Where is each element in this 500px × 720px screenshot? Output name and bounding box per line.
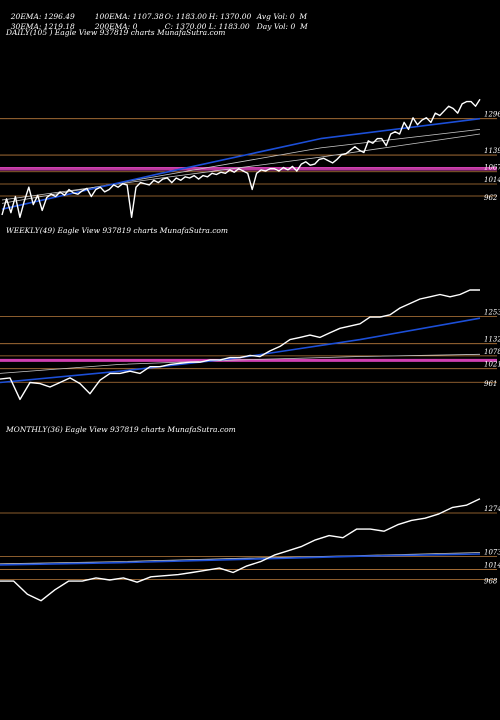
daily-level-label-1296: 1296 [484,111,500,119]
weekly-ema-line-1 [0,317,481,384]
daily-title: DAILY(105 ) Eagle View 937819 charts Mun… [5,28,225,37]
monthly-ema-line-1 [0,553,481,566]
monthly-ema-line-2 [0,552,481,565]
weekly-level-label-1021: 1021 [484,361,500,369]
weekly-level-label-1253: 1253 [484,308,500,316]
daily-level-label-1014: 1014 [484,176,500,184]
weekly-title: WEEKLY(49) Eagle View 937819 charts Muna… [6,226,228,235]
monthly-level-label-1073: 1073 [484,549,500,557]
daily-level-label-1067: 1067 [484,164,500,172]
header-low: L: 1183.00 [208,22,250,31]
header-30ema: 30EMA: 1219.18 [10,22,75,31]
header-open: O: 1183.00 [164,12,207,21]
daily-level-label-1139: 1139 [484,147,500,155]
monthly-level-label-1014: 1014 [484,561,500,569]
daily-ema-line-2 [1,129,481,204]
daily-price-line [1,98,481,219]
daily-level-label-962: 962 [484,194,498,202]
monthly-price-line [0,498,481,602]
monthly-title: MONTHLY(36) Eagle View 937819 charts Mun… [5,425,236,434]
header-avg-vol: Avg Vol: 0 M [256,12,308,21]
weekly-price-line [0,289,480,401]
header-day-vol: Day Vol: 0 M [256,22,308,31]
header-100ema: 100EMA: 1107.38 [94,12,164,21]
weekly-level-label-1132: 1132 [484,336,500,344]
weekly-level-label-961: 961 [484,380,497,388]
header-close: C: 1370.00 [164,22,207,31]
header-high: H: 1370.00 [208,12,252,21]
monthly-level-label-1274: 1274 [484,505,500,513]
weekly-ema-line-2 [0,353,481,374]
daily-ema-line-3 [1,133,481,201]
header-200ema: 200EMA: 0 [94,22,138,31]
header-20ema: 20EMA: 1296.49 [10,12,75,21]
monthly-level-label-968: 968 [484,577,498,585]
weekly-level-label-1078: 1078 [484,348,500,356]
